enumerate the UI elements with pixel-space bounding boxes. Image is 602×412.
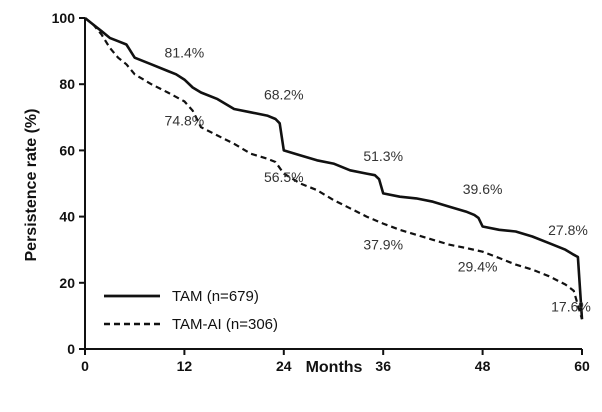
y-tick-label: 0 — [67, 341, 75, 357]
data-label: 27.8% — [548, 222, 588, 238]
x-tick-label: 0 — [81, 358, 89, 374]
y-axis-title: Persistence rate (%) — [23, 109, 40, 262]
y-tick-label: 20 — [59, 275, 75, 291]
data-label: 39.6% — [463, 181, 503, 197]
ticks: 0 12 24 36 48 60 0 20 40 60 80 100 — [52, 10, 590, 374]
axes — [84, 18, 582, 350]
series-layer — [84, 16, 584, 320]
x-tick-label: 60 — [574, 358, 590, 374]
data-label: 56.5% — [264, 169, 304, 185]
x-tick-label: 24 — [276, 358, 292, 374]
series-line-tam — [84, 16, 584, 320]
annotations: 81.4% 68.2% 51.3% 39.6% 27.8% 74.8% 56.5% 37.9%… — [165, 45, 591, 315]
x-axis-title: Months — [306, 359, 363, 376]
data-label: 37.9% — [363, 237, 403, 253]
data-label: 51.3% — [363, 148, 403, 164]
y-tick-label: 40 — [59, 209, 75, 225]
data-label: 81.4% — [165, 45, 205, 61]
legend: TAM (n=679) TAM-AI (n=306) — [104, 288, 278, 333]
legend-label: TAM-AI (n=306) — [172, 316, 278, 333]
data-label: 29.4% — [458, 259, 498, 275]
y-tick-label: 80 — [59, 76, 75, 92]
x-tick-label: 12 — [177, 358, 193, 374]
data-label: 74.8% — [165, 112, 205, 128]
y-tick-label: 100 — [52, 10, 76, 26]
data-label: 17.6% — [551, 299, 591, 315]
x-tick-label: 48 — [475, 358, 491, 374]
legend-label: TAM (n=679) — [172, 288, 259, 305]
y-tick-label: 60 — [59, 142, 75, 158]
series-line-tam-ai — [84, 17, 584, 320]
x-tick-label: 36 — [375, 358, 391, 374]
data-label: 68.2% — [264, 86, 304, 102]
